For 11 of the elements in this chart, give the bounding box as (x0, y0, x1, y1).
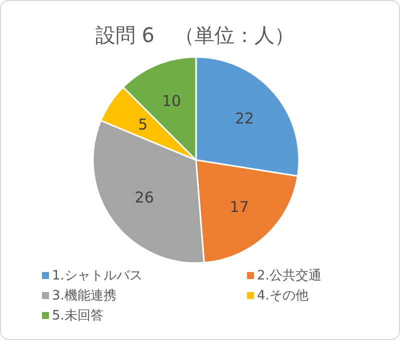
legend-label: 3.機能連携 (52, 288, 116, 304)
data-label: 17 (230, 198, 249, 216)
data-label: 26 (134, 188, 154, 207)
chart-title: 設問 6 （単位：人） (95, 23, 295, 47)
legend-label: 1.シャトルバス (52, 268, 142, 284)
legend-label: 4.その他 (257, 288, 308, 304)
legend-label: 2.公共交通 (257, 268, 322, 284)
data-label: 10 (162, 92, 182, 110)
data-label: 5 (138, 116, 148, 134)
data-label: 22 (235, 110, 254, 128)
legend-label: 5.未回答 (52, 308, 104, 324)
